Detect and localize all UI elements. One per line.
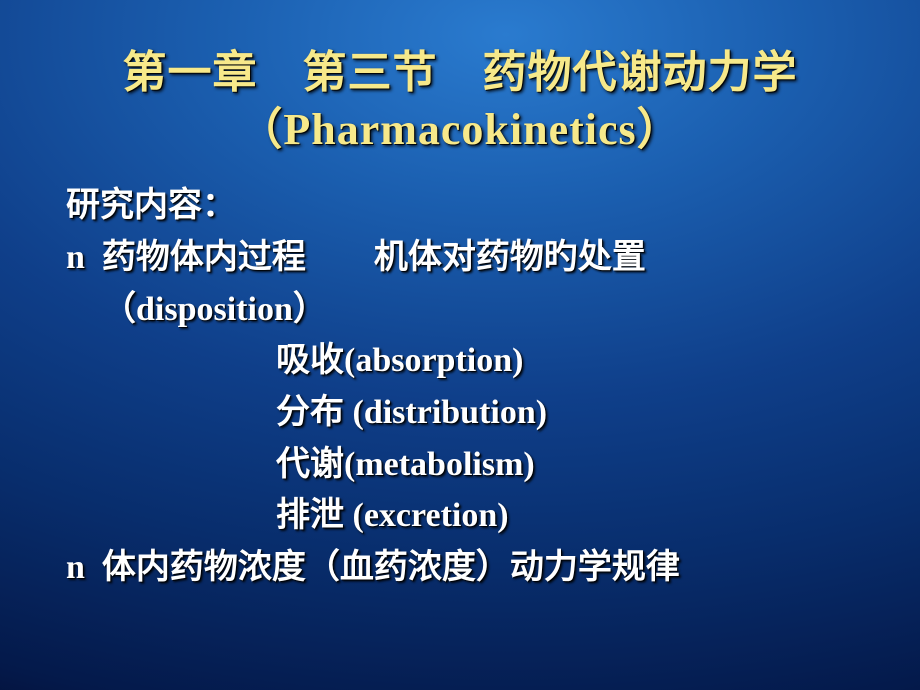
adme-excretion: 排泄 (excretion): [66, 490, 872, 542]
adme-absorption: 吸收(absorption): [66, 335, 872, 387]
slide: 第一章 第三节 药物代谢动力学 （Pharmacokinetics） 研究内容：…: [0, 0, 920, 690]
slide-title-line2: （Pharmacokinetics）: [48, 101, 872, 158]
adme-metabolism: 代谢(metabolism): [66, 439, 872, 491]
bullet-item-process-line1: n 药物体内过程 机体对药物旳处置: [66, 232, 872, 284]
body-heading: 研究内容：: [66, 180, 872, 232]
adme-distribution: 分布 (distribution): [66, 387, 872, 439]
slide-title-block: 第一章 第三节 药物代谢动力学 （Pharmacokinetics）: [48, 44, 872, 158]
slide-title-line1: 第一章 第三节 药物代谢动力学: [48, 44, 872, 101]
slide-body: 研究内容： n 药物体内过程 机体对药物旳处置 （disposition） 吸收…: [48, 180, 872, 593]
bullet-item-process-line2: （disposition）: [66, 284, 872, 336]
bullet-item-kinetics: n 体内药物浓度（血药浓度）动力学规律: [66, 542, 872, 594]
